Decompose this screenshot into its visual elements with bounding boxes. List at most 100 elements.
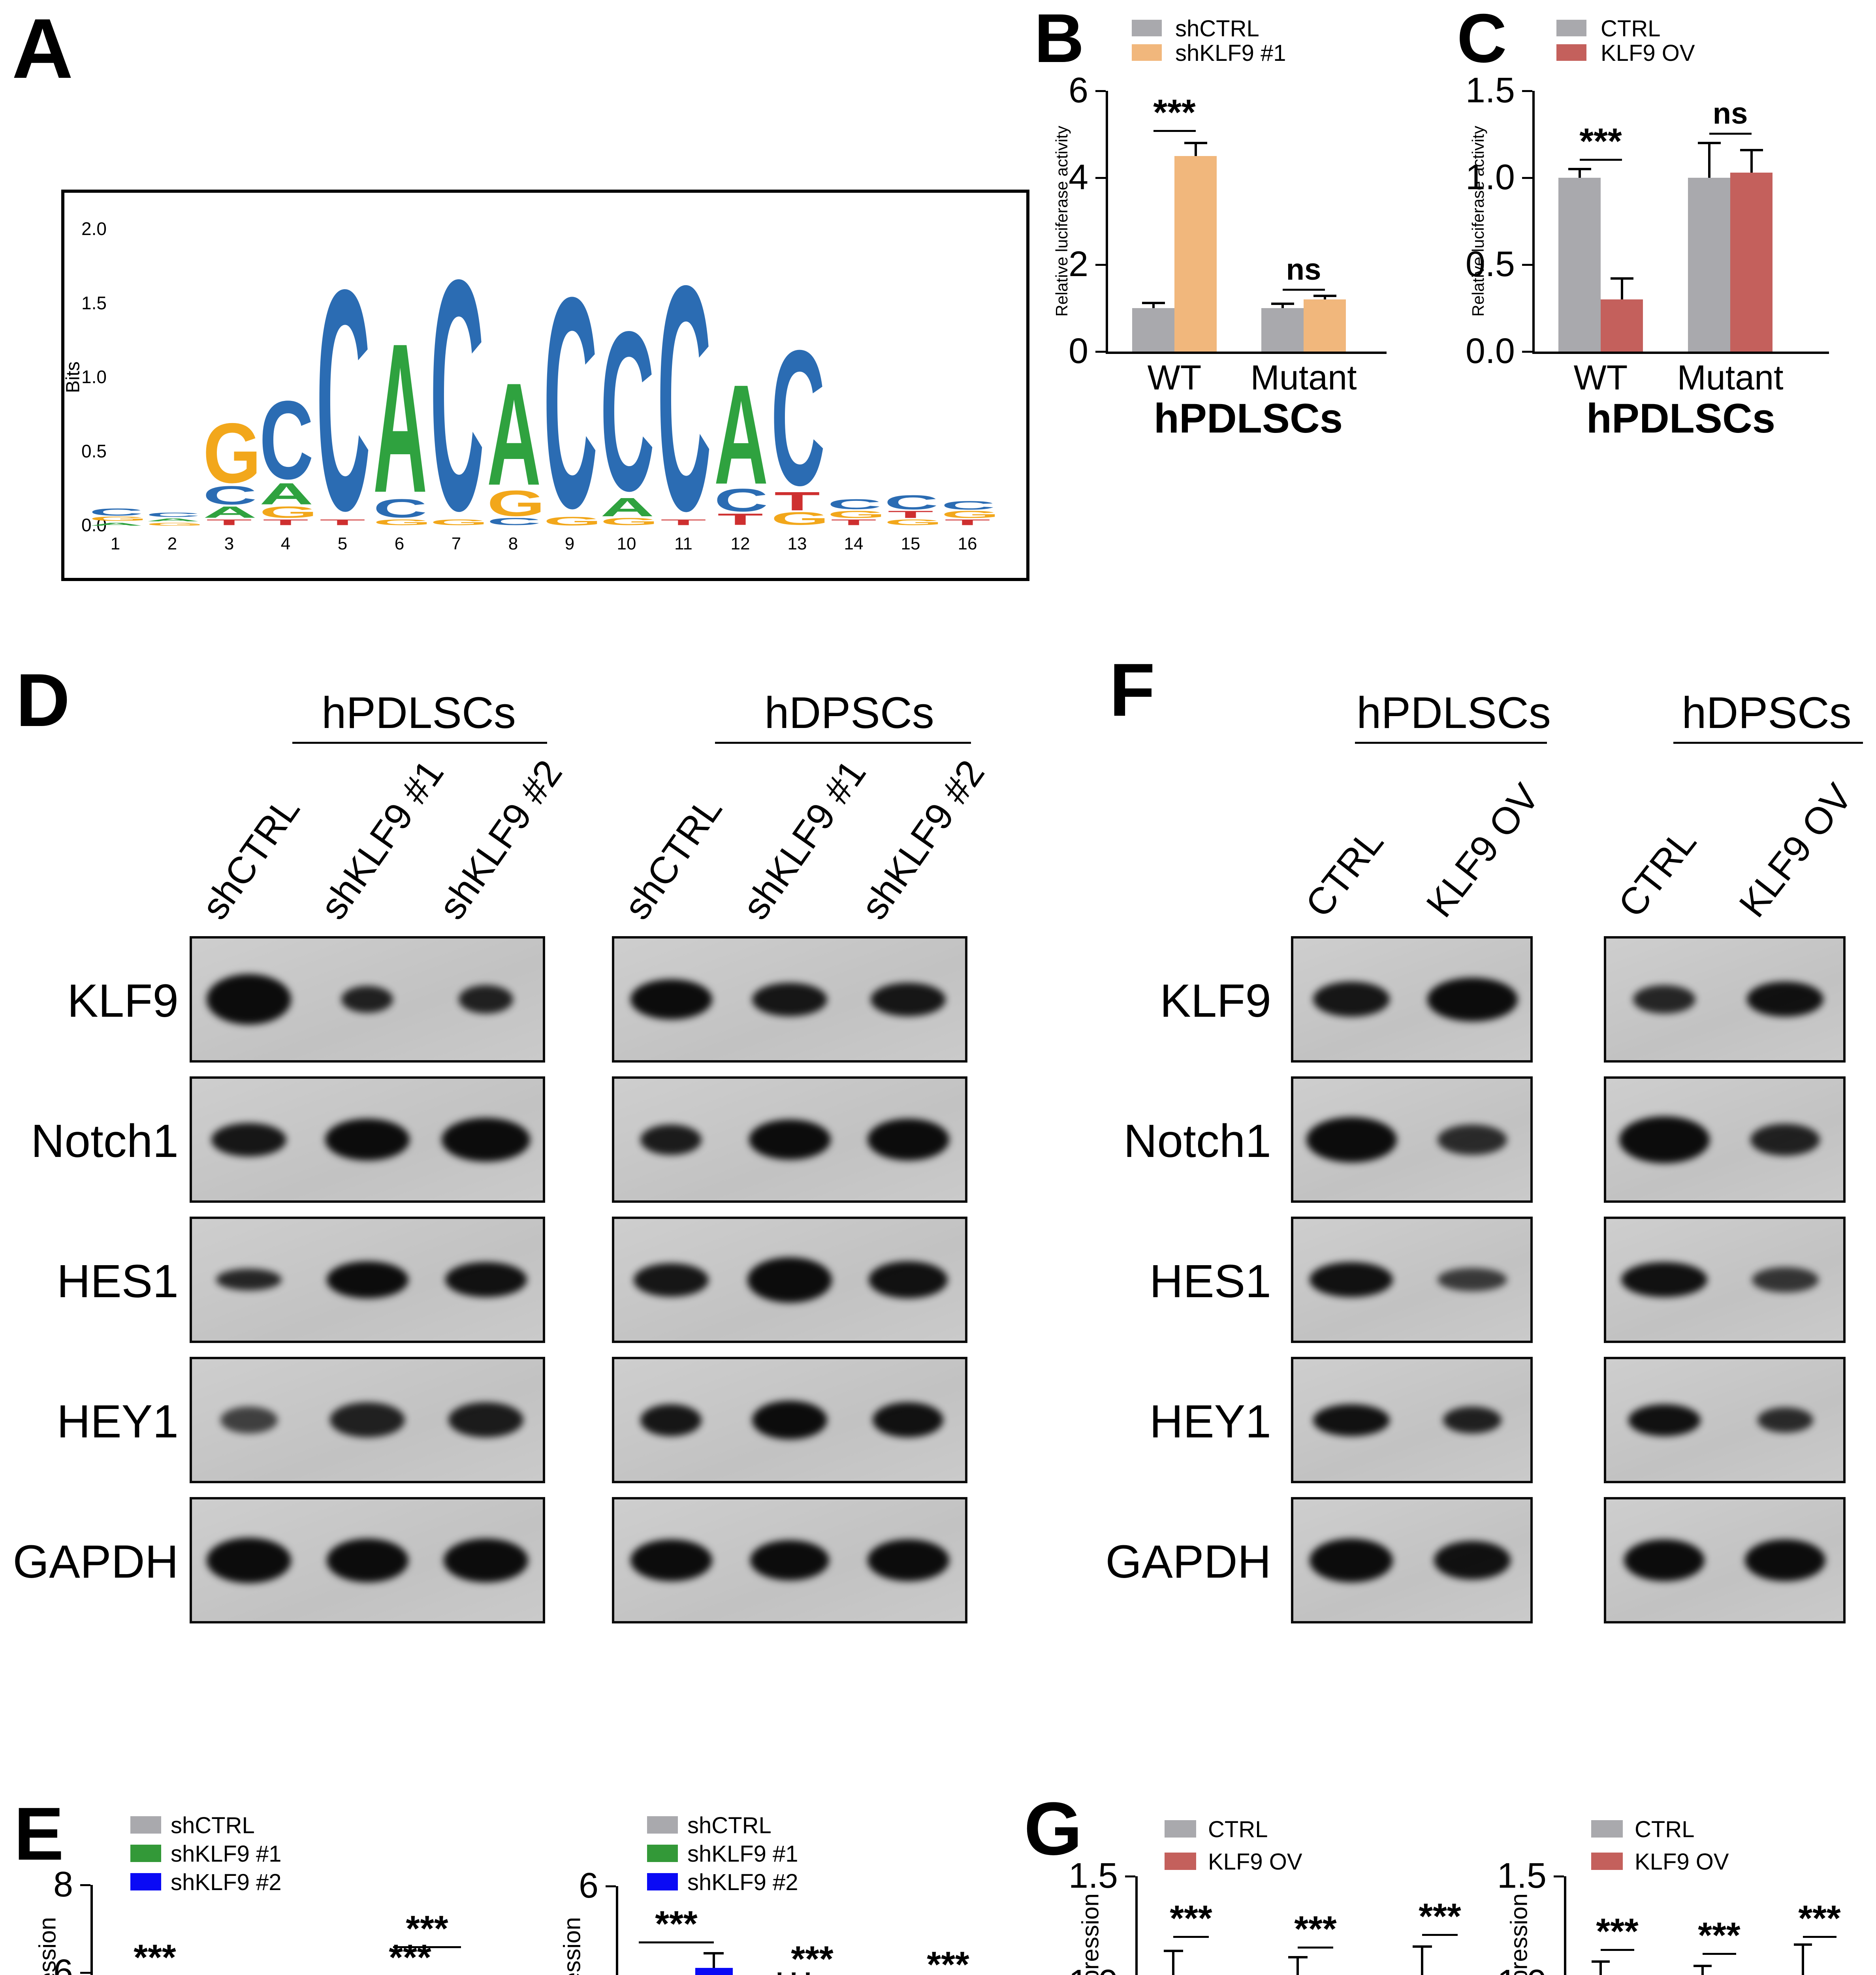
blot-group-underline [1673, 742, 1863, 744]
logo-letter: A [372, 313, 427, 526]
protein-band [325, 1119, 410, 1161]
logo-x-tick-label: 1 [110, 534, 120, 553]
error-cap [1794, 1943, 1812, 1946]
bar [1261, 308, 1304, 352]
bar [1132, 308, 1174, 352]
protein-band [330, 1402, 405, 1437]
legend-swatch [130, 1873, 161, 1890]
category-label: WT [1573, 358, 1628, 397]
logo-x-tick-label: 3 [224, 534, 234, 553]
sig-label: *** [579, 1973, 737, 1975]
protein-band [1628, 1404, 1701, 1436]
protein-band [1747, 982, 1823, 1017]
protein-band [1313, 1404, 1390, 1436]
logo-letter: T [940, 518, 995, 527]
logo-letter-glyph-A: A [146, 517, 200, 522]
protein-band [216, 1269, 282, 1290]
logo-letter-glyph-C: C [203, 480, 257, 510]
error-bar [713, 1953, 715, 1971]
sig-line [1703, 1953, 1736, 1955]
error-bar [1296, 1957, 1299, 1975]
sig-line [1580, 159, 1622, 161]
logo-letter: T [770, 488, 824, 515]
logo-letter: C [486, 517, 541, 527]
logo-letter: C [145, 512, 200, 518]
logo-letter-glyph-G: G [373, 517, 432, 527]
lane-label: KLF9 OV [1418, 776, 1548, 925]
logo-letter-glyph-C: C [884, 491, 939, 514]
logo-letter: A [88, 522, 143, 526]
error-bar [1579, 169, 1581, 181]
x-axis-title: hPDLSCs [1586, 395, 1776, 442]
legend-label: shCTRL [687, 1813, 771, 1838]
bar [1174, 156, 1217, 352]
logo-letter-glyph-C: C [827, 496, 882, 512]
protein-band [1427, 978, 1518, 1021]
y-tick-label: 0.0 [1465, 331, 1515, 371]
sig-line [1298, 1947, 1333, 1949]
error-cap [1313, 295, 1336, 297]
logo-letter: C [599, 285, 655, 540]
logo-letter: G [542, 515, 602, 527]
logo-letter: C [542, 254, 598, 555]
sig-label: *** [927, 1945, 969, 1975]
y-axis-title: Relative mRNA expression [1077, 1893, 1104, 1975]
logo-letter-glyph-G: G [89, 515, 148, 522]
error-bar [1324, 296, 1326, 303]
blot-row-label: KLF9 [67, 975, 179, 1027]
protein-band [220, 1407, 278, 1433]
logo-y-tick-label: 0.5 [81, 441, 107, 461]
error-cap [1413, 1945, 1432, 1948]
blot-row-label: GAPDH [1105, 1536, 1271, 1588]
legend-swatch [1165, 1853, 1196, 1870]
protein-band [640, 1404, 702, 1436]
y-tick [80, 1884, 90, 1886]
logo-letter-glyph-G: G [487, 483, 546, 524]
protein-band [341, 986, 393, 1013]
error-bar [1195, 143, 1197, 159]
logo-letter: T [883, 510, 938, 520]
logo-letter-glyph-C: C [600, 285, 655, 540]
y-tick-label: 1.5 [1497, 1856, 1547, 1896]
y-tick [1554, 1875, 1564, 1877]
logo-letter: A [258, 479, 314, 509]
logo-letter: G [372, 517, 432, 527]
logo-letter: C [826, 496, 882, 512]
y-axis [1106, 91, 1108, 354]
y-axis-title: Relative luciferase activity [1469, 126, 1487, 317]
protein-band [445, 1262, 527, 1297]
y-tick-label: 0.5 [1465, 245, 1515, 284]
blot-row-label: HES1 [1149, 1255, 1271, 1307]
logo-letter: T [315, 518, 370, 527]
sig-label: *** [389, 1937, 431, 1975]
y-tick [1522, 264, 1532, 266]
bar [1601, 299, 1643, 352]
error-cap [1693, 1965, 1712, 1967]
protein-band [211, 1123, 286, 1157]
legend-swatch [1556, 20, 1586, 36]
y-tick-label: 1.5 [1068, 1856, 1118, 1896]
error-cap [1164, 1950, 1183, 1952]
protein-band [867, 1119, 949, 1161]
lane-label: CTRL [1610, 821, 1705, 925]
sig-label: *** [1170, 1898, 1212, 1939]
y-axis [1564, 1876, 1566, 1975]
logo-x-tick-label: 14 [844, 534, 864, 553]
legend-label: CTRL [1635, 1817, 1695, 1842]
logo-x-tick-label: 2 [167, 534, 177, 553]
legend-label: shKLF9 #1 [1175, 40, 1286, 66]
panel-f-label: F [1109, 648, 1155, 732]
error-bar [1421, 1947, 1423, 1975]
legend-label: shKLF9 #2 [687, 1870, 798, 1895]
logo-letter-glyph-T: T [717, 510, 763, 529]
protein-band [1752, 1267, 1819, 1292]
lane-label: shKLF9 #1 [312, 752, 452, 927]
x-axis-title: hPDLSCs [1153, 395, 1343, 442]
legend-swatch [130, 1816, 161, 1834]
category-label: WT [1147, 358, 1202, 397]
sig-label: *** [1153, 92, 1196, 133]
logo-letter: T [713, 510, 768, 529]
protein-band [327, 1261, 408, 1298]
legend-swatch [647, 1845, 678, 1862]
error-bar [1152, 303, 1155, 311]
